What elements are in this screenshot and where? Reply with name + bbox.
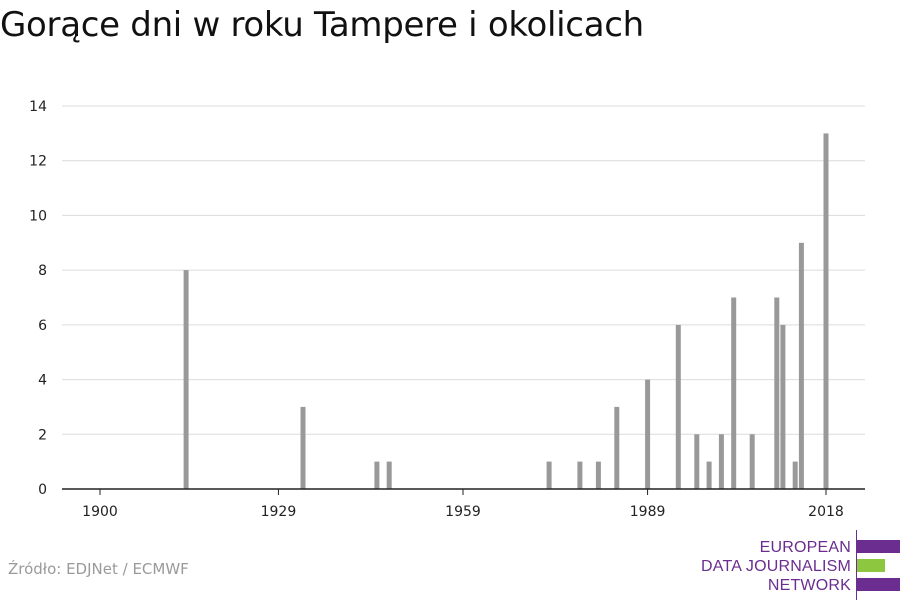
x-tick-label: 1989: [630, 504, 666, 520]
y-tick-label: 6: [38, 318, 47, 334]
logo-text: EUROPEAN DATA JOURNALISM NETWORK: [701, 538, 851, 595]
x-tick-label: 1959: [445, 504, 481, 520]
x-tick-label: 1900: [82, 504, 118, 520]
bar-1973: [546, 461, 552, 489]
y-tick-label: 8: [38, 263, 47, 279]
bar-1945: [374, 461, 380, 489]
bar-2010: [774, 297, 780, 489]
gridlines: [62, 105, 865, 435]
y-tick-label: 14: [29, 99, 47, 115]
bar-2014: [798, 242, 804, 489]
bar-1914: [183, 270, 189, 489]
bar-1978: [577, 461, 583, 489]
bar-1947: [386, 461, 392, 489]
bar-2006: [749, 434, 755, 489]
source-note: Źródło: EDJNet / ECMWF: [8, 560, 189, 578]
logo-divider: [856, 530, 857, 600]
bar-2001: [718, 434, 724, 489]
bar-1997: [694, 434, 700, 489]
logo-line-1: EUROPEAN: [759, 539, 851, 556]
y-axis-ticks: 0 2 4 6 8 10 12 14: [29, 99, 47, 498]
x-axis-ticks: 1900 1929 1959 1989 2018: [82, 489, 844, 520]
x-tick-label: 2018: [808, 504, 844, 520]
bar-2018: [823, 133, 829, 489]
bar-1984: [614, 406, 620, 489]
y-tick-label: 10: [29, 208, 47, 224]
bars: [183, 133, 829, 489]
logo-line-2: DATA JOURNALISM: [701, 558, 851, 575]
edjnet-logo[interactable]: EUROPEAN DATA JOURNALISM NETWORK: [700, 530, 900, 600]
x-tick-label: 1929: [261, 504, 297, 520]
y-tick-label: 4: [38, 373, 47, 389]
bar-1999: [706, 461, 712, 489]
bar-1933: [300, 406, 306, 489]
y-tick-label: 2: [38, 427, 47, 443]
bar-1989: [645, 379, 651, 489]
chart-title: Gorące dni w roku Tampere i okolicach: [0, 5, 644, 45]
bar-2003: [731, 297, 737, 489]
y-tick-label: 12: [29, 154, 47, 170]
bar-2013: [792, 461, 798, 489]
bar-1994: [675, 324, 681, 489]
bar-2011: [780, 324, 786, 489]
bar-1981: [595, 461, 601, 489]
logo-bar-middle: [857, 559, 885, 572]
logo-line-3: NETWORK: [767, 577, 851, 594]
logo-bar-bottom: [857, 578, 900, 591]
y-tick-label: 0: [38, 482, 47, 498]
logo-bar-top: [857, 540, 900, 553]
